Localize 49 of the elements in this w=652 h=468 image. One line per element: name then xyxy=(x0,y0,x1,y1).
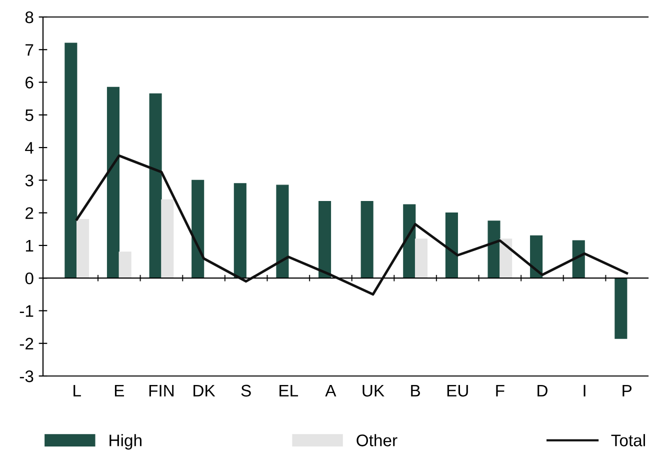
bar xyxy=(614,278,628,339)
legend-label: Other xyxy=(356,434,398,446)
y-tick-label: 8 xyxy=(25,11,34,24)
legend-label: Total xyxy=(611,434,645,446)
y-tick-label: 0 xyxy=(25,272,34,284)
y-tick-label: 1 xyxy=(26,240,34,252)
x-tick-label: A xyxy=(325,384,336,396)
line-series xyxy=(76,154,628,296)
y-tick-label: -1 xyxy=(20,305,34,317)
y-tick-label: 3 xyxy=(25,174,34,186)
x-tick-label: D xyxy=(538,384,548,396)
x-tick-label: DK xyxy=(194,384,216,396)
legend-label: High xyxy=(110,434,142,450)
y-tick-label: 6 xyxy=(26,76,34,88)
x-tick-label: L xyxy=(74,384,81,396)
y-tick-label: 4 xyxy=(25,142,34,154)
bar xyxy=(572,240,585,278)
y-tick-label: -2 xyxy=(20,338,34,350)
bar xyxy=(76,218,90,278)
bar xyxy=(488,220,500,278)
bar xyxy=(530,235,543,278)
x-tick-label: I xyxy=(584,384,586,396)
x-tick-label: UK xyxy=(362,384,384,397)
x-tick-label: FIN xyxy=(149,384,174,396)
y-tick-label: -3 xyxy=(20,370,34,382)
x-tick-label: B xyxy=(411,384,420,396)
bar xyxy=(161,199,174,278)
x-tick-label: F xyxy=(496,384,504,396)
bar xyxy=(234,183,246,278)
bar xyxy=(318,201,332,278)
x-tick-label: P xyxy=(622,384,632,396)
x-tick-label: EL xyxy=(280,384,298,396)
bar xyxy=(403,204,416,278)
x-tick-label: E xyxy=(114,384,124,396)
y-tick-label: 5 xyxy=(25,109,34,122)
bar xyxy=(64,42,78,278)
bar xyxy=(192,180,204,278)
x-tick-label: S xyxy=(241,384,251,397)
bar xyxy=(414,238,428,278)
x-tick-label: EU xyxy=(447,384,468,397)
y-tick-label: 2 xyxy=(26,207,34,219)
y-tick-label: 7 xyxy=(26,44,34,56)
bar xyxy=(500,238,512,278)
bar xyxy=(118,252,132,278)
bar xyxy=(360,201,374,278)
bar xyxy=(445,212,458,278)
bar xyxy=(106,86,120,278)
bar xyxy=(149,93,162,278)
bar xyxy=(276,184,289,278)
